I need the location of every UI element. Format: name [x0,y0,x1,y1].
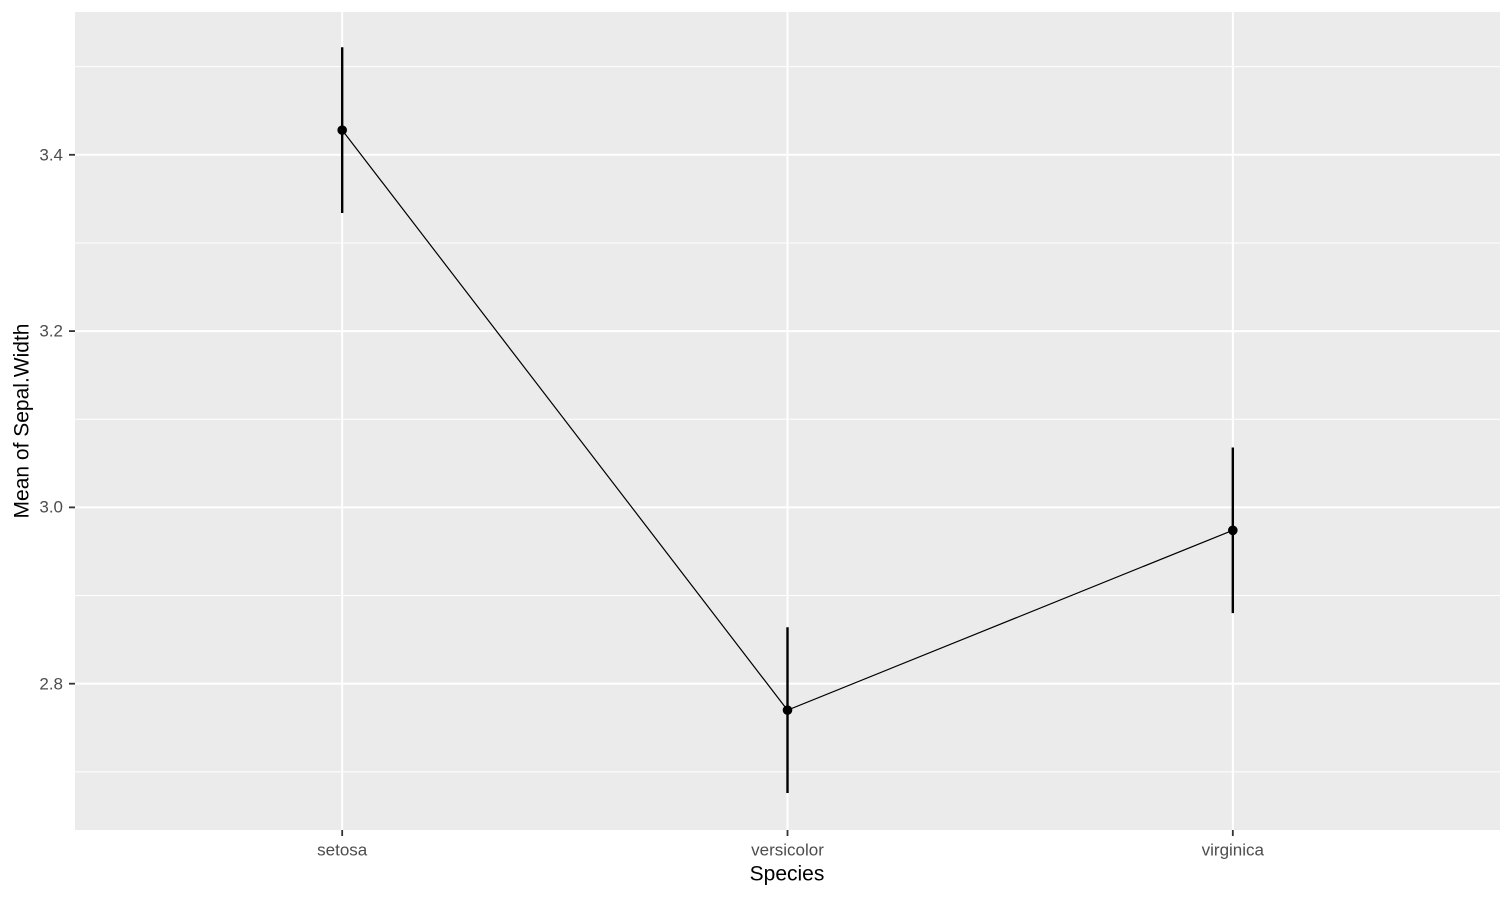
data-point [782,705,793,715]
x-tick-label: versicolor [751,840,824,860]
y-tick-label: 3.2 [39,321,63,341]
y-axis-title: Mean of Sepal.Width [10,323,34,519]
y-tick-label: 3.4 [39,145,63,165]
x-tick-label: virginica [1201,840,1264,860]
x-axis-title: Species [749,862,825,886]
y-tick-label: 2.8 [39,674,63,694]
data-point [1228,525,1238,536]
x-tick-label: setosa [317,840,368,860]
y-tick-label: 3.0 [39,497,63,517]
data-point [337,125,347,135]
